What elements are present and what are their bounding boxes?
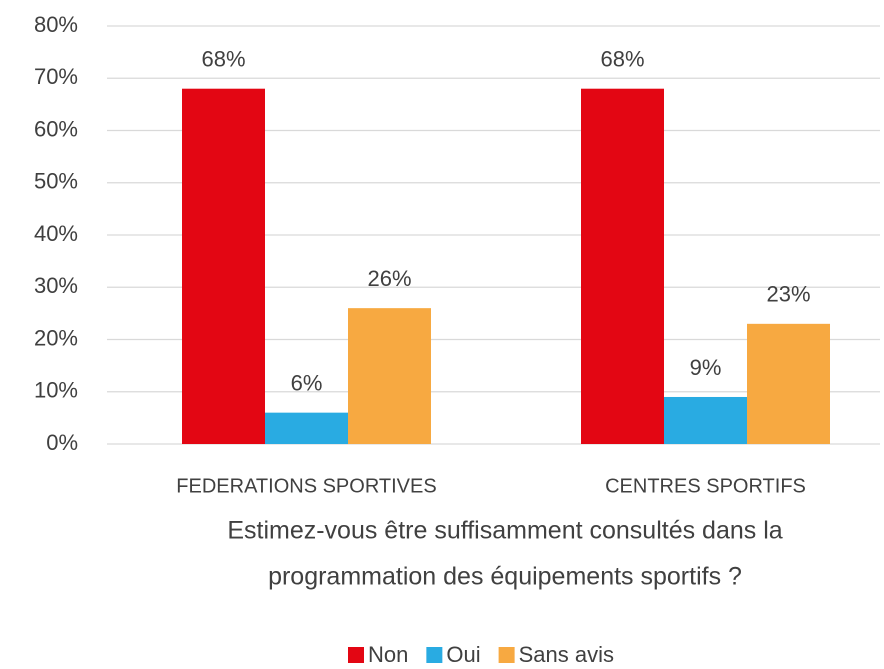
value-label: 6% <box>291 370 323 395</box>
y-tick-label: 70% <box>34 64 78 89</box>
legend-swatch <box>348 647 364 663</box>
value-label: 26% <box>367 266 411 291</box>
x-tick-label: FEDERATIONS SPORTIVES <box>176 475 436 497</box>
bar <box>664 396 747 444</box>
bar <box>348 308 431 444</box>
y-tick-label: 30% <box>34 273 78 298</box>
x-tick-label: CENTRES SPORTIFS <box>605 475 806 497</box>
value-label: 9% <box>690 355 722 380</box>
y-tick-label: 50% <box>34 169 78 194</box>
y-tick-label: 10% <box>34 378 78 403</box>
x-axis-title: programmation des équipements sportifs ? <box>268 563 742 591</box>
legend-label: Sans avis <box>519 642 614 667</box>
legend-swatch <box>426 647 443 663</box>
y-tick-label: 80% <box>34 12 78 37</box>
y-tick-label: 60% <box>34 116 78 141</box>
legend-label: Non <box>368 642 408 667</box>
value-label: 23% <box>766 282 810 307</box>
y-tick-label: 20% <box>34 325 78 350</box>
bar <box>265 412 348 444</box>
legend-swatch <box>498 647 515 663</box>
value-label: 68% <box>600 47 644 72</box>
y-tick-label: 0% <box>46 430 78 455</box>
bar <box>747 323 830 444</box>
y-tick-label: 40% <box>34 221 78 246</box>
bar <box>182 88 265 444</box>
x-axis-title: Estimez-vous être suffisamment consultés… <box>227 517 782 545</box>
value-label: 68% <box>201 47 245 72</box>
bar <box>581 88 664 444</box>
legend-label: Oui <box>446 642 480 667</box>
